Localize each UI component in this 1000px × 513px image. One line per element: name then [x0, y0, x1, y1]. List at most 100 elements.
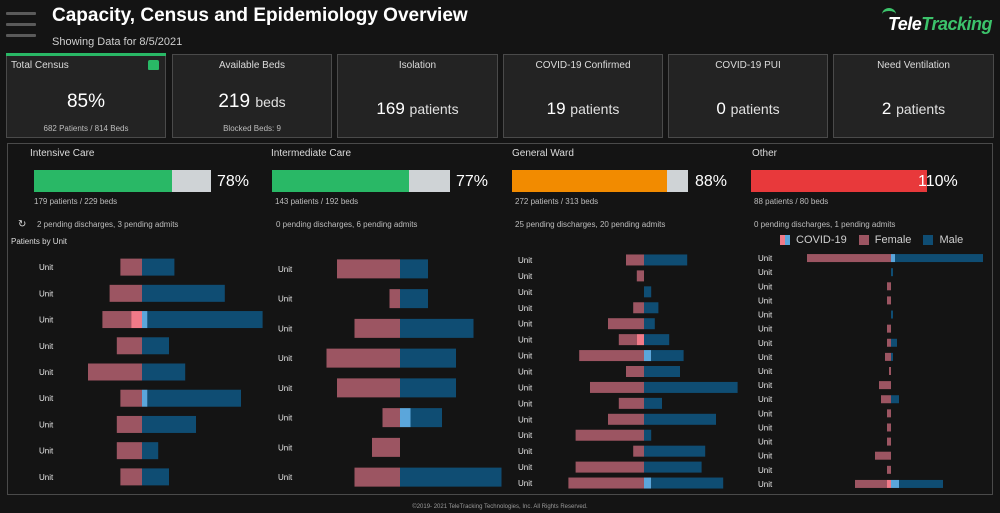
legend-covid[interactable]: COVID-19	[796, 234, 847, 246]
male-bar[interactable]	[651, 350, 684, 362]
female-bar[interactable]	[120, 258, 142, 276]
male-bar[interactable]	[147, 311, 263, 329]
female-bar[interactable]	[109, 284, 142, 302]
male-bar[interactable]	[891, 268, 893, 277]
male-bar[interactable]	[895, 254, 983, 263]
male-bar[interactable]	[891, 352, 893, 361]
capacity-bar[interactable]	[751, 170, 927, 192]
covid-female-bar[interactable]	[636, 334, 644, 346]
female-bar[interactable]	[887, 437, 891, 446]
male-bar[interactable]	[400, 318, 474, 338]
male-bar[interactable]	[891, 338, 897, 347]
female-bar[interactable]	[116, 337, 142, 355]
female-bar[interactable]	[116, 442, 142, 460]
kpi-need-ventilation[interactable]: Need Ventilation 2 patients	[833, 54, 994, 138]
male-bar[interactable]	[147, 389, 241, 407]
female-bar[interactable]	[618, 397, 644, 409]
male-bar[interactable]	[651, 477, 724, 489]
covid-male-bar[interactable]	[142, 389, 148, 407]
female-bar[interactable]	[326, 348, 401, 368]
female-bar[interactable]	[887, 465, 891, 474]
legend-male[interactable]: Male	[939, 234, 964, 246]
female-bar[interactable]	[372, 437, 400, 457]
male-bar[interactable]	[644, 286, 652, 298]
male-bar[interactable]	[644, 429, 652, 441]
female-bar[interactable]	[590, 381, 644, 393]
capacity-bar[interactable]	[512, 170, 688, 192]
male-bar[interactable]	[400, 348, 456, 368]
male-bar[interactable]	[891, 310, 893, 319]
male-bar[interactable]	[644, 381, 738, 393]
female-bar[interactable]	[579, 350, 644, 362]
kpi-covid-confirmed[interactable]: COVID-19 Confirmed 19 patients	[503, 54, 663, 138]
refresh-icon[interactable]: ↻	[18, 219, 27, 230]
kpi-available-beds[interactable]: Available Beds 219 beds Blocked Beds: 9	[172, 54, 332, 138]
female-bar[interactable]	[879, 381, 891, 390]
female-bar[interactable]	[608, 413, 644, 425]
female-bar[interactable]	[120, 468, 142, 486]
female-bar[interactable]	[116, 415, 142, 433]
male-bar[interactable]	[142, 468, 169, 486]
legend-female[interactable]: Female	[874, 234, 912, 246]
covid-male-bar[interactable]	[142, 311, 148, 329]
capacity-bar[interactable]	[272, 170, 450, 192]
male-bar[interactable]	[142, 363, 186, 381]
female-bar[interactable]	[568, 477, 644, 489]
female-bar[interactable]	[618, 334, 637, 346]
female-bar[interactable]	[887, 409, 891, 418]
menu-icon[interactable]	[6, 12, 36, 42]
female-bar[interactable]	[887, 324, 891, 333]
female-bar[interactable]	[807, 254, 891, 263]
female-bar[interactable]	[88, 363, 142, 381]
covid-male-bar[interactable]	[891, 254, 895, 263]
female-bar[interactable]	[887, 338, 891, 347]
female-bar[interactable]	[887, 296, 891, 305]
male-bar[interactable]	[142, 337, 169, 355]
female-bar[interactable]	[636, 270, 644, 282]
female-bar[interactable]	[887, 423, 891, 432]
female-bar[interactable]	[887, 282, 891, 291]
kpi-covid-pui[interactable]: COVID-19 PUI 0 patients	[668, 54, 828, 138]
male-bar[interactable]	[142, 284, 225, 302]
male-bar[interactable]	[142, 415, 196, 433]
female-bar[interactable]	[575, 461, 644, 473]
male-bar[interactable]	[644, 254, 688, 266]
female-bar[interactable]	[885, 352, 891, 361]
kpi-isolation[interactable]: Isolation 169 patients	[337, 54, 498, 138]
male-bar[interactable]	[644, 445, 706, 457]
male-bar[interactable]	[644, 334, 670, 346]
female-bar[interactable]	[337, 378, 400, 398]
female-bar[interactable]	[889, 367, 891, 375]
covid-male-bar[interactable]	[891, 479, 899, 488]
male-bar[interactable]	[644, 397, 662, 409]
female-bar[interactable]	[875, 451, 891, 460]
male-bar[interactable]	[142, 442, 159, 460]
female-bar[interactable]	[855, 479, 887, 488]
female-bar[interactable]	[575, 429, 644, 441]
female-bar[interactable]	[626, 254, 644, 266]
male-bar[interactable]	[891, 395, 899, 404]
female-bar[interactable]	[382, 408, 401, 428]
female-bar[interactable]	[120, 389, 142, 407]
male-bar[interactable]	[644, 302, 659, 314]
male-bar[interactable]	[400, 378, 456, 398]
covid-female-bar[interactable]	[887, 479, 891, 488]
female-bar[interactable]	[102, 311, 132, 329]
female-bar[interactable]	[633, 302, 644, 314]
female-bar[interactable]	[608, 318, 644, 330]
male-bar[interactable]	[644, 366, 680, 377]
female-bar[interactable]	[626, 366, 644, 377]
male-bar[interactable]	[400, 467, 502, 487]
male-bar[interactable]	[400, 289, 428, 309]
male-bar[interactable]	[899, 479, 943, 488]
male-bar[interactable]	[644, 413, 716, 425]
covid-male-bar[interactable]	[400, 408, 411, 428]
covid-female-bar[interactable]	[131, 311, 142, 329]
female-bar[interactable]	[337, 259, 400, 279]
covid-male-bar[interactable]	[644, 350, 652, 362]
male-bar[interactable]	[644, 318, 655, 330]
female-bar[interactable]	[389, 289, 401, 309]
male-bar[interactable]	[644, 461, 702, 473]
male-bar[interactable]	[400, 259, 428, 279]
covid-male-bar[interactable]	[644, 477, 652, 489]
